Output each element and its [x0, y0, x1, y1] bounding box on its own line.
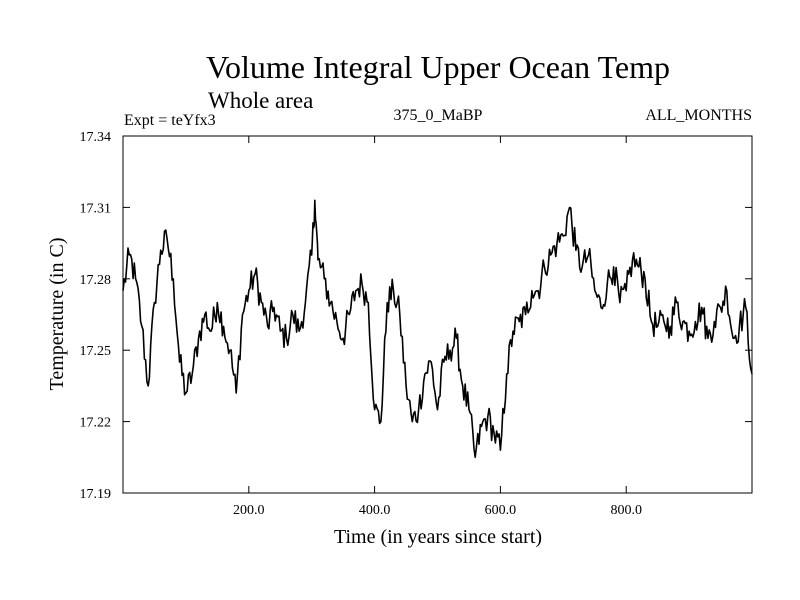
months-label: ALL_MONTHS [645, 107, 752, 124]
chart-subtitle: Whole area [208, 88, 313, 113]
x-tick-label: 200.0 [233, 503, 265, 518]
y-tick-label: 17.34 [80, 130, 112, 145]
x-axis-label: Time (in years since start) [334, 526, 542, 548]
x-tick-label: 800.0 [610, 503, 642, 518]
expt-label: Expt = teYfx3 [124, 112, 216, 129]
x-tick-label: 600.0 [485, 503, 517, 518]
x-tick-label: 400.0 [359, 503, 391, 518]
y-tick-label: 17.28 [80, 273, 112, 288]
x-axis: 200.0 400.0 600.0 800.0 [233, 136, 642, 518]
y-tick-label: 17.31 [80, 201, 112, 216]
y-axis: 17.19 17.22 17.25 17.28 17.31 17.34 [80, 130, 752, 502]
y-tick-label: 17.22 [80, 416, 112, 431]
series-line [122, 199, 753, 459]
y-tick-label: 17.19 [80, 487, 112, 502]
chart-title: Volume Integral Upper Ocean Temp [206, 49, 670, 85]
y-axis-label: Temperature (in C) [46, 238, 68, 391]
plot-frame [122, 135, 753, 494]
series-layer [122, 199, 753, 459]
y-tick-label: 17.25 [80, 344, 112, 359]
run-label: 375_0_MaBP [394, 107, 483, 124]
